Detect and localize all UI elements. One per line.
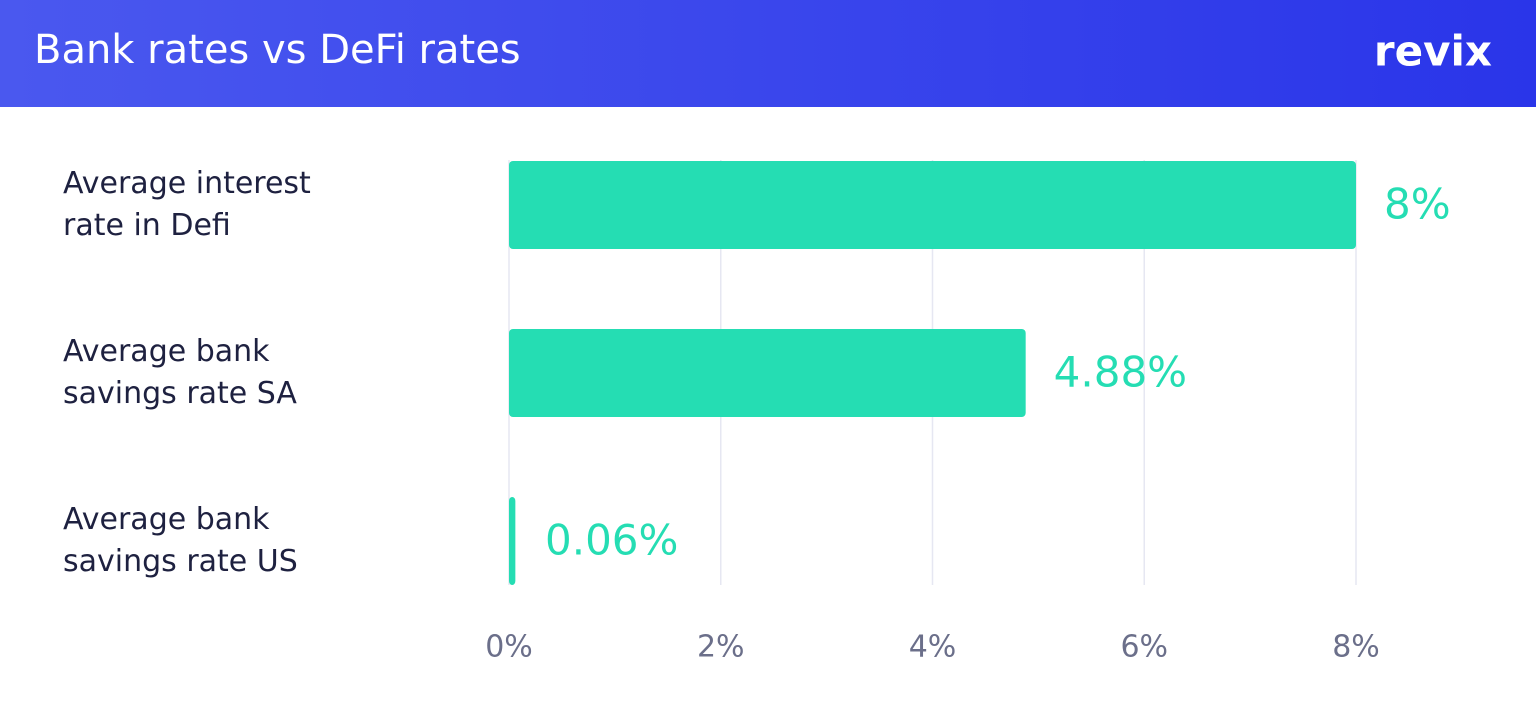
x-tick-label: 0% [485, 630, 533, 665]
category-label: Average interest rate in Defi [63, 166, 311, 243]
x-tick-label: 2% [697, 630, 745, 665]
category-label: Average bank savings rate US [63, 502, 298, 579]
header [0, 0, 1536, 107]
x-tick-label: 8% [1332, 630, 1380, 665]
chart-title: Bank rates vs DeFi rates [34, 27, 521, 73]
x-tick-label: 6% [1120, 630, 1168, 665]
value-label: 4.88% [1054, 348, 1187, 397]
bar [509, 161, 1356, 249]
bar [509, 329, 1026, 417]
x-tick-label: 4% [909, 630, 957, 665]
logo: revix [1374, 27, 1492, 76]
value-label: 8% [1384, 180, 1451, 229]
value-label: 0.06% [545, 516, 678, 565]
category-label: Average bank savings rate SA [63, 334, 297, 411]
bar [509, 497, 516, 585]
